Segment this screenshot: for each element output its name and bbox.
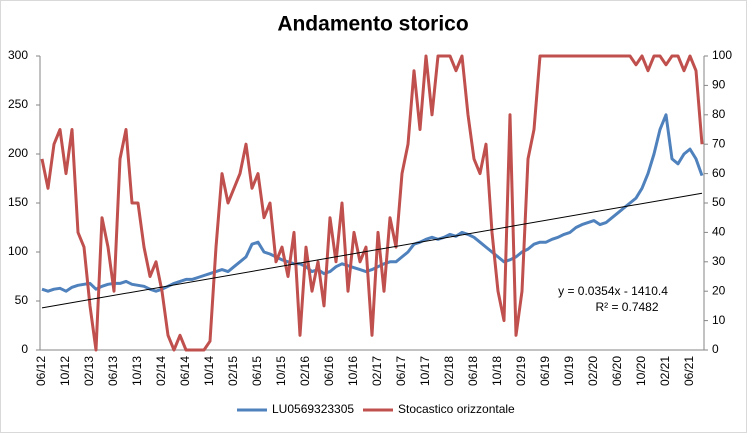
x-tick-label: 02/18: [442, 356, 456, 386]
y2-tick-label: 80: [712, 107, 726, 121]
y-tick-label: 0: [21, 342, 28, 356]
x-tick-label: 06/20: [610, 356, 624, 386]
y2-tick-label: 90: [712, 78, 726, 92]
x-tick-label: 10/16: [346, 356, 360, 386]
x-tick-label: 02/14: [154, 356, 168, 386]
y2-tick-label: 20: [712, 283, 726, 297]
x-tick-label: 06/16: [322, 356, 336, 386]
x-tick-label: 10/12: [58, 356, 72, 386]
y-tick-label: 300: [8, 48, 28, 62]
y2-tick-label: 10: [712, 313, 726, 327]
series-line: [41, 113, 704, 293]
x-tick-label: 02/20: [586, 356, 600, 386]
x-tick-label: 10/19: [562, 356, 576, 386]
legend-label: LU0569323305: [272, 402, 354, 416]
y2-tick-label: 100: [712, 48, 732, 62]
y2-tick-label: 40: [712, 225, 726, 239]
y-tick-label: 250: [8, 97, 28, 111]
x-tick-label: 02/19: [514, 356, 528, 386]
x-tick-label: 06/17: [394, 356, 408, 386]
x-tick-label: 06/19: [538, 356, 552, 386]
x-tick-label: 02/13: [82, 356, 96, 386]
x-tick-label: 02/15: [226, 356, 240, 386]
x-tick-label: 02/21: [658, 356, 672, 386]
x-tick-label: 06/15: [250, 356, 264, 386]
x-tick-label: 10/17: [418, 356, 432, 386]
x-tick-label: 10/13: [130, 356, 144, 386]
y2-tick-label: 70: [712, 136, 726, 150]
x-tick-label: 10/20: [634, 356, 648, 386]
y2-tick-label: 30: [712, 254, 726, 268]
y-tick-label: 200: [8, 146, 28, 160]
x-tick-label: 06/12: [34, 356, 48, 386]
x-tick-label: 06/21: [682, 356, 696, 386]
x-tick-label: 10/18: [490, 356, 504, 386]
x-tick-label: 10/15: [274, 356, 288, 386]
legend-label: Stocastico orizzontale: [398, 402, 515, 416]
x-tick-label: 02/16: [298, 356, 312, 386]
y-tick-label: 150: [8, 195, 28, 209]
y2-tick-label: 50: [712, 195, 726, 209]
x-tick-label: 06/18: [466, 356, 480, 386]
trendline-r2: R² = 0.7482: [595, 300, 658, 314]
x-tick-label: 06/13: [106, 356, 120, 386]
x-tick-label: 10/14: [202, 356, 216, 386]
y2-tick-label: 0: [712, 342, 719, 356]
y2-tick-label: 60: [712, 166, 726, 180]
trendline: [41, 192, 703, 309]
x-tick-label: 02/17: [370, 356, 384, 386]
y-tick-label: 50: [15, 293, 29, 307]
y-tick-label: 100: [8, 244, 28, 258]
chart-title: Andamento storico: [277, 13, 468, 36]
series-line: [40, 54, 704, 352]
x-tick-label: 06/14: [178, 356, 192, 386]
trendline-equation: y = 0.0354x - 1410.4: [558, 284, 668, 298]
